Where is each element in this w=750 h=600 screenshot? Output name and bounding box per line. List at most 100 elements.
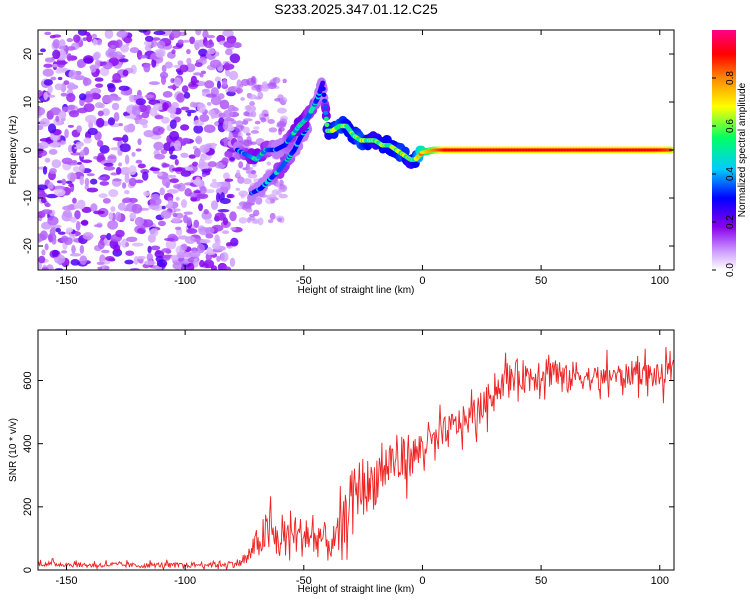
- noise-blob: [186, 49, 191, 55]
- noise-blob: [238, 217, 248, 224]
- noise-blob: [90, 64, 97, 73]
- noise-blob: [63, 80, 70, 85]
- noise-blob: [235, 120, 244, 128]
- noise-blob: [224, 150, 233, 158]
- noise-blob: [218, 117, 225, 126]
- noise-blob: [260, 84, 270, 92]
- noise-blob: [198, 203, 204, 212]
- noise-blob: [193, 219, 200, 229]
- colorbar-label: Normalized spectral amplitude: [737, 82, 748, 217]
- noise-blob: [228, 70, 239, 81]
- noise-blob: [257, 91, 264, 100]
- noise-blob: [95, 68, 101, 75]
- noise-blob: [74, 210, 81, 220]
- y-tick-label: 200: [22, 498, 34, 516]
- noise-blob: [117, 202, 127, 211]
- noise-blob: [124, 259, 134, 265]
- spectrogram-x-ticks: -150 -100 -50 0 50 100: [55, 30, 669, 287]
- noise-blob: [43, 92, 48, 101]
- noise-blob: [135, 98, 146, 106]
- colorbar-tick-label: 0.8: [725, 71, 736, 85]
- noise-blob: [62, 205, 73, 211]
- noise-blob: [44, 202, 51, 208]
- noise-blob: [72, 197, 77, 204]
- noise-blob: [236, 87, 241, 95]
- noise-blob: [165, 239, 177, 250]
- noise-blob: [268, 127, 278, 133]
- signal-track-core: [321, 92, 327, 98]
- noise-blob: [171, 217, 181, 223]
- noise-blob: [192, 161, 199, 167]
- noise-blob: [96, 117, 105, 128]
- noise-blob: [128, 197, 138, 203]
- noise-blob: [246, 208, 251, 213]
- noise-blob: [44, 157, 51, 163]
- noise-blob: [115, 166, 122, 175]
- noise-blob: [50, 107, 62, 116]
- noise-blob: [224, 178, 234, 182]
- noise-blob: [104, 30, 114, 39]
- noise-blob: [55, 115, 60, 123]
- noise-blob: [46, 94, 56, 98]
- noise-blob: [164, 237, 175, 242]
- noise-blob: [160, 210, 172, 219]
- noise-blob: [238, 190, 249, 197]
- noise-blob: [153, 141, 164, 151]
- noise-blob: [161, 116, 170, 124]
- noise-blob: [206, 246, 213, 256]
- signal-track-core: [323, 116, 329, 122]
- noise-blob: [229, 257, 236, 267]
- noise-blob: [249, 213, 256, 218]
- noise-blob: [94, 59, 101, 70]
- noise-blob: [206, 34, 215, 39]
- noise-blob: [186, 228, 198, 234]
- noise-blob: [146, 253, 154, 262]
- noise-blob: [259, 117, 266, 121]
- noise-blob: [68, 69, 77, 80]
- noise-blob: [83, 57, 94, 64]
- x-tick-label: -50: [296, 575, 312, 587]
- noise-blob: [65, 227, 74, 233]
- noise-blob: [176, 92, 185, 103]
- noise-blob: [216, 80, 222, 89]
- noise-blob: [266, 161, 272, 166]
- noise-blob: [94, 102, 103, 109]
- noise-blob: [49, 34, 56, 39]
- noise-blob: [119, 166, 132, 176]
- noise-blob: [240, 78, 250, 87]
- noise-blob: [212, 242, 221, 250]
- noise-blob: [99, 265, 110, 270]
- noise-blob: [126, 236, 138, 243]
- noise-blob: [156, 259, 168, 268]
- noise-blob: [128, 177, 137, 187]
- noise-blob: [96, 261, 105, 266]
- signal-track-core: [323, 110, 329, 116]
- noise-blob: [206, 93, 217, 98]
- noise-blob: [80, 220, 89, 226]
- noise-blob: [70, 173, 76, 183]
- noise-blob: [110, 206, 116, 212]
- noise-blob: [184, 188, 192, 197]
- noise-blob: [227, 193, 235, 199]
- noise-blob: [237, 135, 244, 143]
- noise-blob: [137, 227, 145, 234]
- noise-blob: [229, 211, 237, 222]
- noise-blob: [143, 62, 151, 73]
- noise-blob: [204, 189, 215, 194]
- noise-blob: [119, 143, 131, 153]
- noise-blob: [42, 68, 54, 77]
- noise-blob: [210, 109, 216, 120]
- noise-blob: [194, 62, 203, 68]
- noise-blob: [82, 77, 92, 86]
- noise-blob: [48, 234, 53, 243]
- noise-blob: [189, 101, 196, 108]
- noise-blob: [211, 178, 217, 183]
- noise-blob: [47, 123, 57, 134]
- x-tick-label: 0: [419, 275, 425, 287]
- noise-blob: [86, 173, 95, 177]
- noise-blob: [161, 176, 171, 187]
- noise-blob: [123, 124, 134, 133]
- noise-blob: [138, 105, 148, 113]
- noise-blob: [170, 145, 176, 152]
